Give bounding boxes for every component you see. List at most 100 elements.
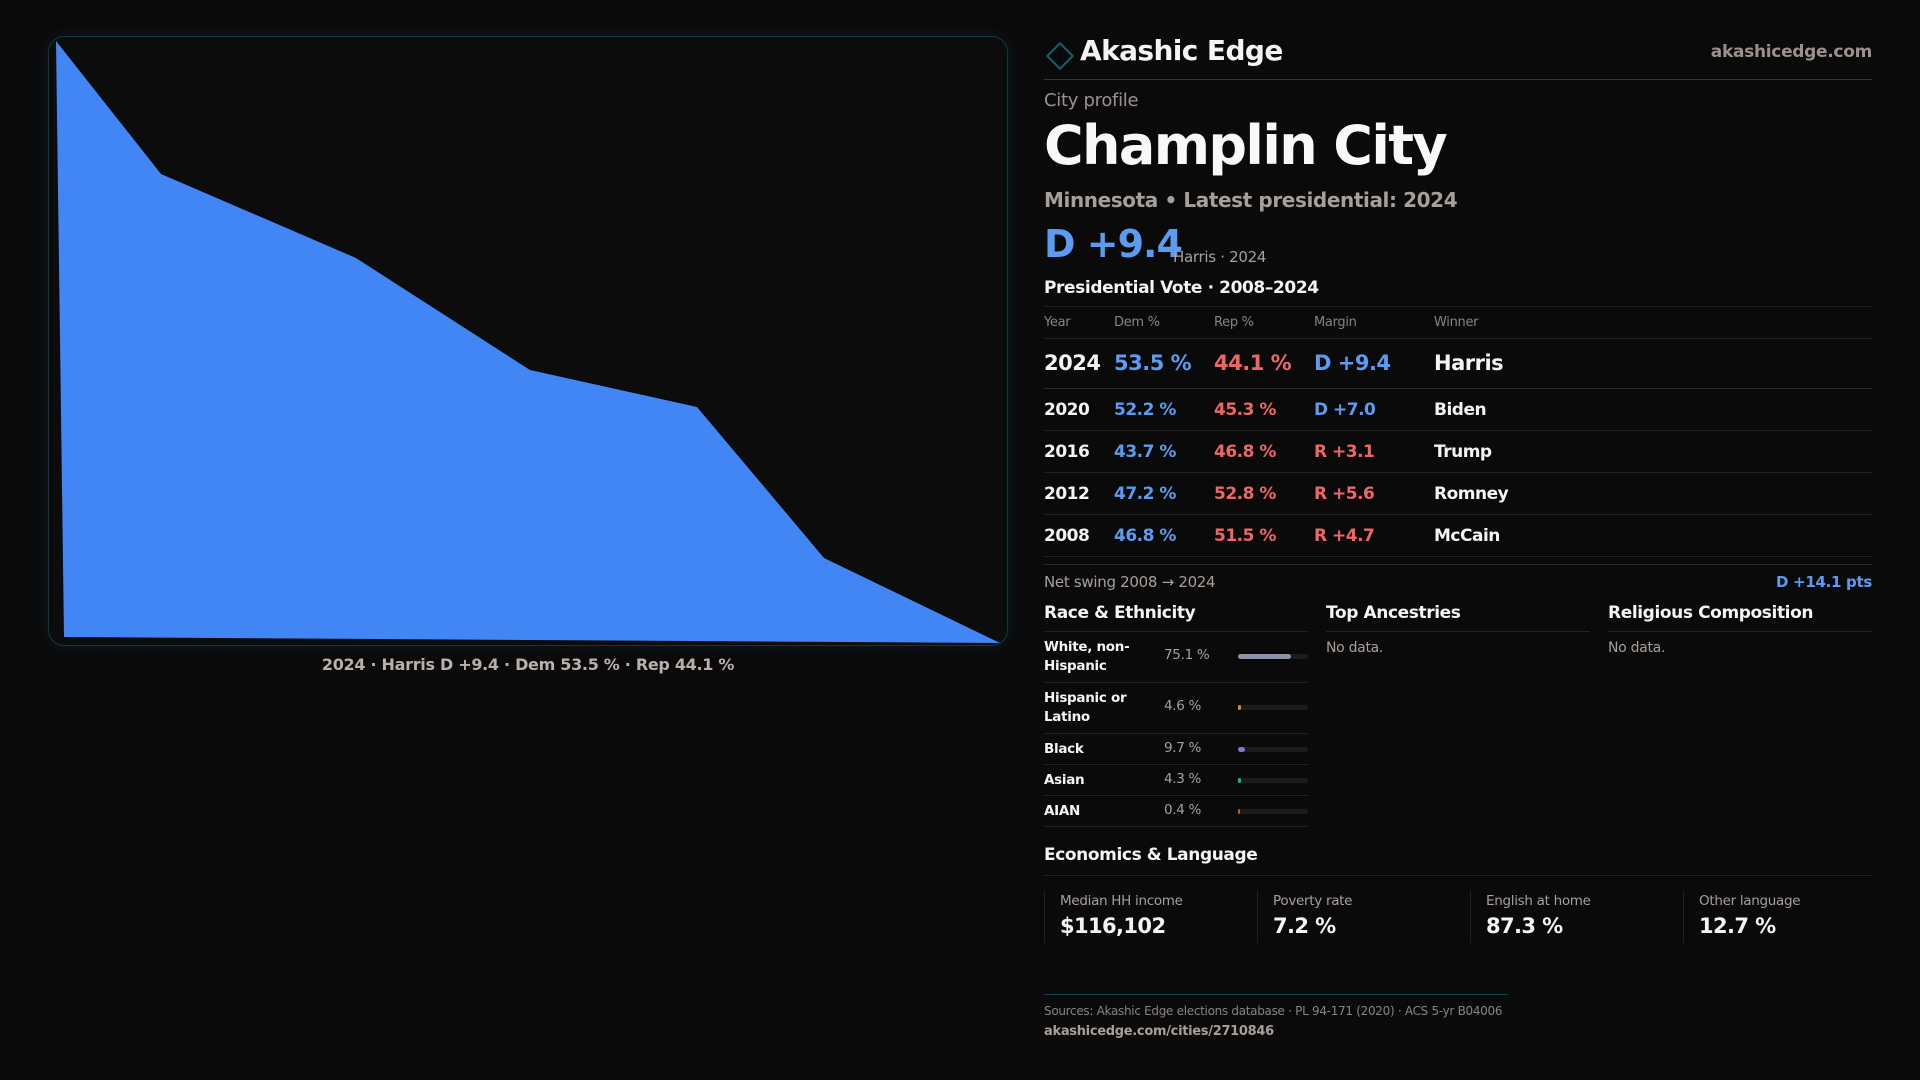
stat-label: Poverty rate bbox=[1273, 893, 1353, 909]
stat-value: 87.3 % bbox=[1486, 914, 1563, 938]
stat-value: $116,102 bbox=[1060, 914, 1166, 938]
winner-cell: McCain bbox=[1434, 526, 1500, 546]
dem-pct-cell: 52.2 % bbox=[1114, 400, 1176, 420]
winner-cell: Harris bbox=[1434, 351, 1504, 375]
race-label: Hispanic or Latino bbox=[1044, 690, 1127, 725]
race-pct: 9.7 % bbox=[1164, 740, 1202, 756]
race-row: AIAN 0.4 % bbox=[1044, 796, 1308, 827]
ancestries-empty: No data. bbox=[1326, 640, 1384, 656]
vote-section-title: Presidential Vote · 2008–2024 bbox=[1044, 278, 1319, 298]
race-pct: 4.3 % bbox=[1164, 771, 1202, 787]
vote-table: Year Dem % Rep % Margin Winner 2024 53.5 … bbox=[1044, 306, 1872, 557]
vote-table-row: 2016 43.7 % 46.8 % R +3.1 Trump bbox=[1044, 431, 1872, 473]
year-cell: 2008 bbox=[1044, 526, 1090, 546]
header-rep: Rep % bbox=[1214, 315, 1254, 330]
race-bar-fill bbox=[1238, 809, 1240, 814]
rep-pct-cell: 45.3 % bbox=[1214, 400, 1276, 420]
vote-table-header: Year Dem % Rep % Margin Winner bbox=[1044, 307, 1872, 339]
footer: Sources: Akashic Edge elections database… bbox=[1044, 994, 1508, 1039]
net-swing-row: Net swing 2008 → 2024 D +14.1 pts bbox=[1044, 564, 1872, 594]
stat-poverty-rate: Poverty rate 7.2 % bbox=[1257, 891, 1457, 943]
race-label: AIAN bbox=[1044, 803, 1081, 819]
winner-cell: Romney bbox=[1434, 484, 1509, 504]
map-caption: 2024 · Harris D +9.4 · Dem 53.5 % · Rep … bbox=[321, 655, 735, 674]
page-subtitle: Minnesota • Latest presidential: 2024 bbox=[1044, 188, 1458, 212]
religion-section-title: Religious Composition bbox=[1608, 600, 1872, 632]
race-bar-fill bbox=[1238, 778, 1241, 783]
race-ethnicity-section: Race & Ethnicity White, non-Hispanic 75.1… bbox=[1044, 600, 1308, 827]
race-bar-track bbox=[1238, 778, 1308, 783]
economics-section-title: Economics & Language bbox=[1044, 840, 1872, 876]
race-bar-track bbox=[1238, 747, 1308, 752]
margin-cell: R +5.6 bbox=[1314, 484, 1375, 504]
ancestries-section-title: Top Ancestries bbox=[1326, 600, 1590, 632]
margin-cell: D +9.4 bbox=[1314, 351, 1391, 375]
margin-cell: R +3.1 bbox=[1314, 442, 1375, 462]
year-cell: 2024 bbox=[1044, 351, 1101, 375]
dem-pct-cell: 53.5 % bbox=[1114, 351, 1192, 375]
year-cell: 2016 bbox=[1044, 442, 1090, 462]
race-bar-fill bbox=[1238, 705, 1242, 710]
race-row: Hispanic or Latino 4.6 % bbox=[1044, 683, 1308, 734]
year-cell: 2012 bbox=[1044, 484, 1090, 504]
race-row: Asian 4.3 % bbox=[1044, 765, 1308, 796]
race-bar-track bbox=[1238, 654, 1308, 659]
brand-url-link[interactable]: akashicedge.com bbox=[1710, 42, 1873, 62]
dem-pct-cell: 43.7 % bbox=[1114, 442, 1176, 462]
religion-section: Religious Composition No data. bbox=[1608, 600, 1872, 656]
race-row: White, non-Hispanic 75.1 % bbox=[1044, 632, 1308, 683]
race-bar-fill bbox=[1238, 654, 1291, 659]
city-map-panel bbox=[48, 36, 1008, 646]
latest-margin-detail: Harris · 2024 bbox=[1173, 248, 1267, 266]
race-bar-track bbox=[1238, 705, 1308, 710]
race-pct: 4.6 % bbox=[1164, 698, 1202, 714]
sources-text: Sources: Akashic Edge elections database… bbox=[1044, 1004, 1503, 1018]
stat-label: Other language bbox=[1699, 893, 1801, 909]
stat-value: 7.2 % bbox=[1273, 914, 1336, 938]
race-bar-fill bbox=[1238, 747, 1245, 752]
page-kicker: City profile bbox=[1044, 90, 1139, 111]
stat-other-language: Other language 12.7 % bbox=[1683, 891, 1883, 943]
diamond-logo-icon bbox=[1045, 41, 1075, 71]
stat-value: 12.7 % bbox=[1699, 914, 1776, 938]
stat-english-at-home: English at home 87.3 % bbox=[1470, 891, 1670, 943]
stat-median-income: Median HH income $116,102 bbox=[1044, 891, 1244, 943]
rep-pct-cell: 44.1 % bbox=[1214, 351, 1292, 375]
rep-pct-cell: 51.5 % bbox=[1214, 526, 1276, 546]
vote-table-row: 2008 46.8 % 51.5 % R +4.7 McCain bbox=[1044, 515, 1872, 557]
economics-section: Economics & Language Median HH income $1… bbox=[1044, 840, 1872, 961]
dem-pct-cell: 47.2 % bbox=[1114, 484, 1176, 504]
race-pct: 75.1 % bbox=[1164, 647, 1210, 663]
latest-margin: D +9.4 bbox=[1044, 222, 1183, 266]
net-swing-value: D +14.1 pts bbox=[1775, 573, 1872, 591]
race-pct: 0.4 % bbox=[1164, 802, 1202, 818]
header-margin: Margin bbox=[1314, 315, 1357, 330]
rep-pct-cell: 52.8 % bbox=[1214, 484, 1276, 504]
brand-header: Akashic Edge akashicedge.com bbox=[1044, 30, 1872, 80]
religion-empty: No data. bbox=[1608, 640, 1666, 656]
margin-cell: R +4.7 bbox=[1314, 526, 1375, 546]
race-section-title: Race & Ethnicity bbox=[1044, 600, 1308, 632]
city-permalink[interactable]: akashicedge.com/cities/2710846 bbox=[1044, 1024, 1274, 1039]
race-label: White, non-Hispanic bbox=[1044, 639, 1130, 674]
header-winner: Winner bbox=[1434, 315, 1479, 330]
race-label: Black bbox=[1044, 741, 1084, 757]
header-year: Year bbox=[1044, 315, 1071, 330]
stat-label: English at home bbox=[1486, 893, 1591, 909]
vote-table-row: 2024 53.5 % 44.1 % D +9.4 Harris bbox=[1044, 339, 1872, 389]
brand-name: Akashic Edge bbox=[1080, 34, 1283, 67]
vote-table-row: 2020 52.2 % 45.3 % D +7.0 Biden bbox=[1044, 389, 1872, 431]
race-row: Black 9.7 % bbox=[1044, 734, 1308, 765]
race-label: Asian bbox=[1044, 772, 1085, 788]
dem-pct-cell: 46.8 % bbox=[1114, 526, 1176, 546]
winner-cell: Trump bbox=[1434, 442, 1492, 462]
margin-cell: D +7.0 bbox=[1314, 400, 1376, 420]
ancestries-section: Top Ancestries No data. bbox=[1326, 600, 1590, 656]
year-cell: 2020 bbox=[1044, 400, 1090, 420]
rep-pct-cell: 46.8 % bbox=[1214, 442, 1276, 462]
race-bar-track bbox=[1238, 809, 1308, 814]
net-swing-label: Net swing 2008 → 2024 bbox=[1044, 573, 1216, 591]
page-title: Champlin City bbox=[1044, 114, 1448, 177]
vote-table-row: 2012 47.2 % 52.8 % R +5.6 Romney bbox=[1044, 473, 1872, 515]
stat-label: Median HH income bbox=[1060, 893, 1183, 909]
